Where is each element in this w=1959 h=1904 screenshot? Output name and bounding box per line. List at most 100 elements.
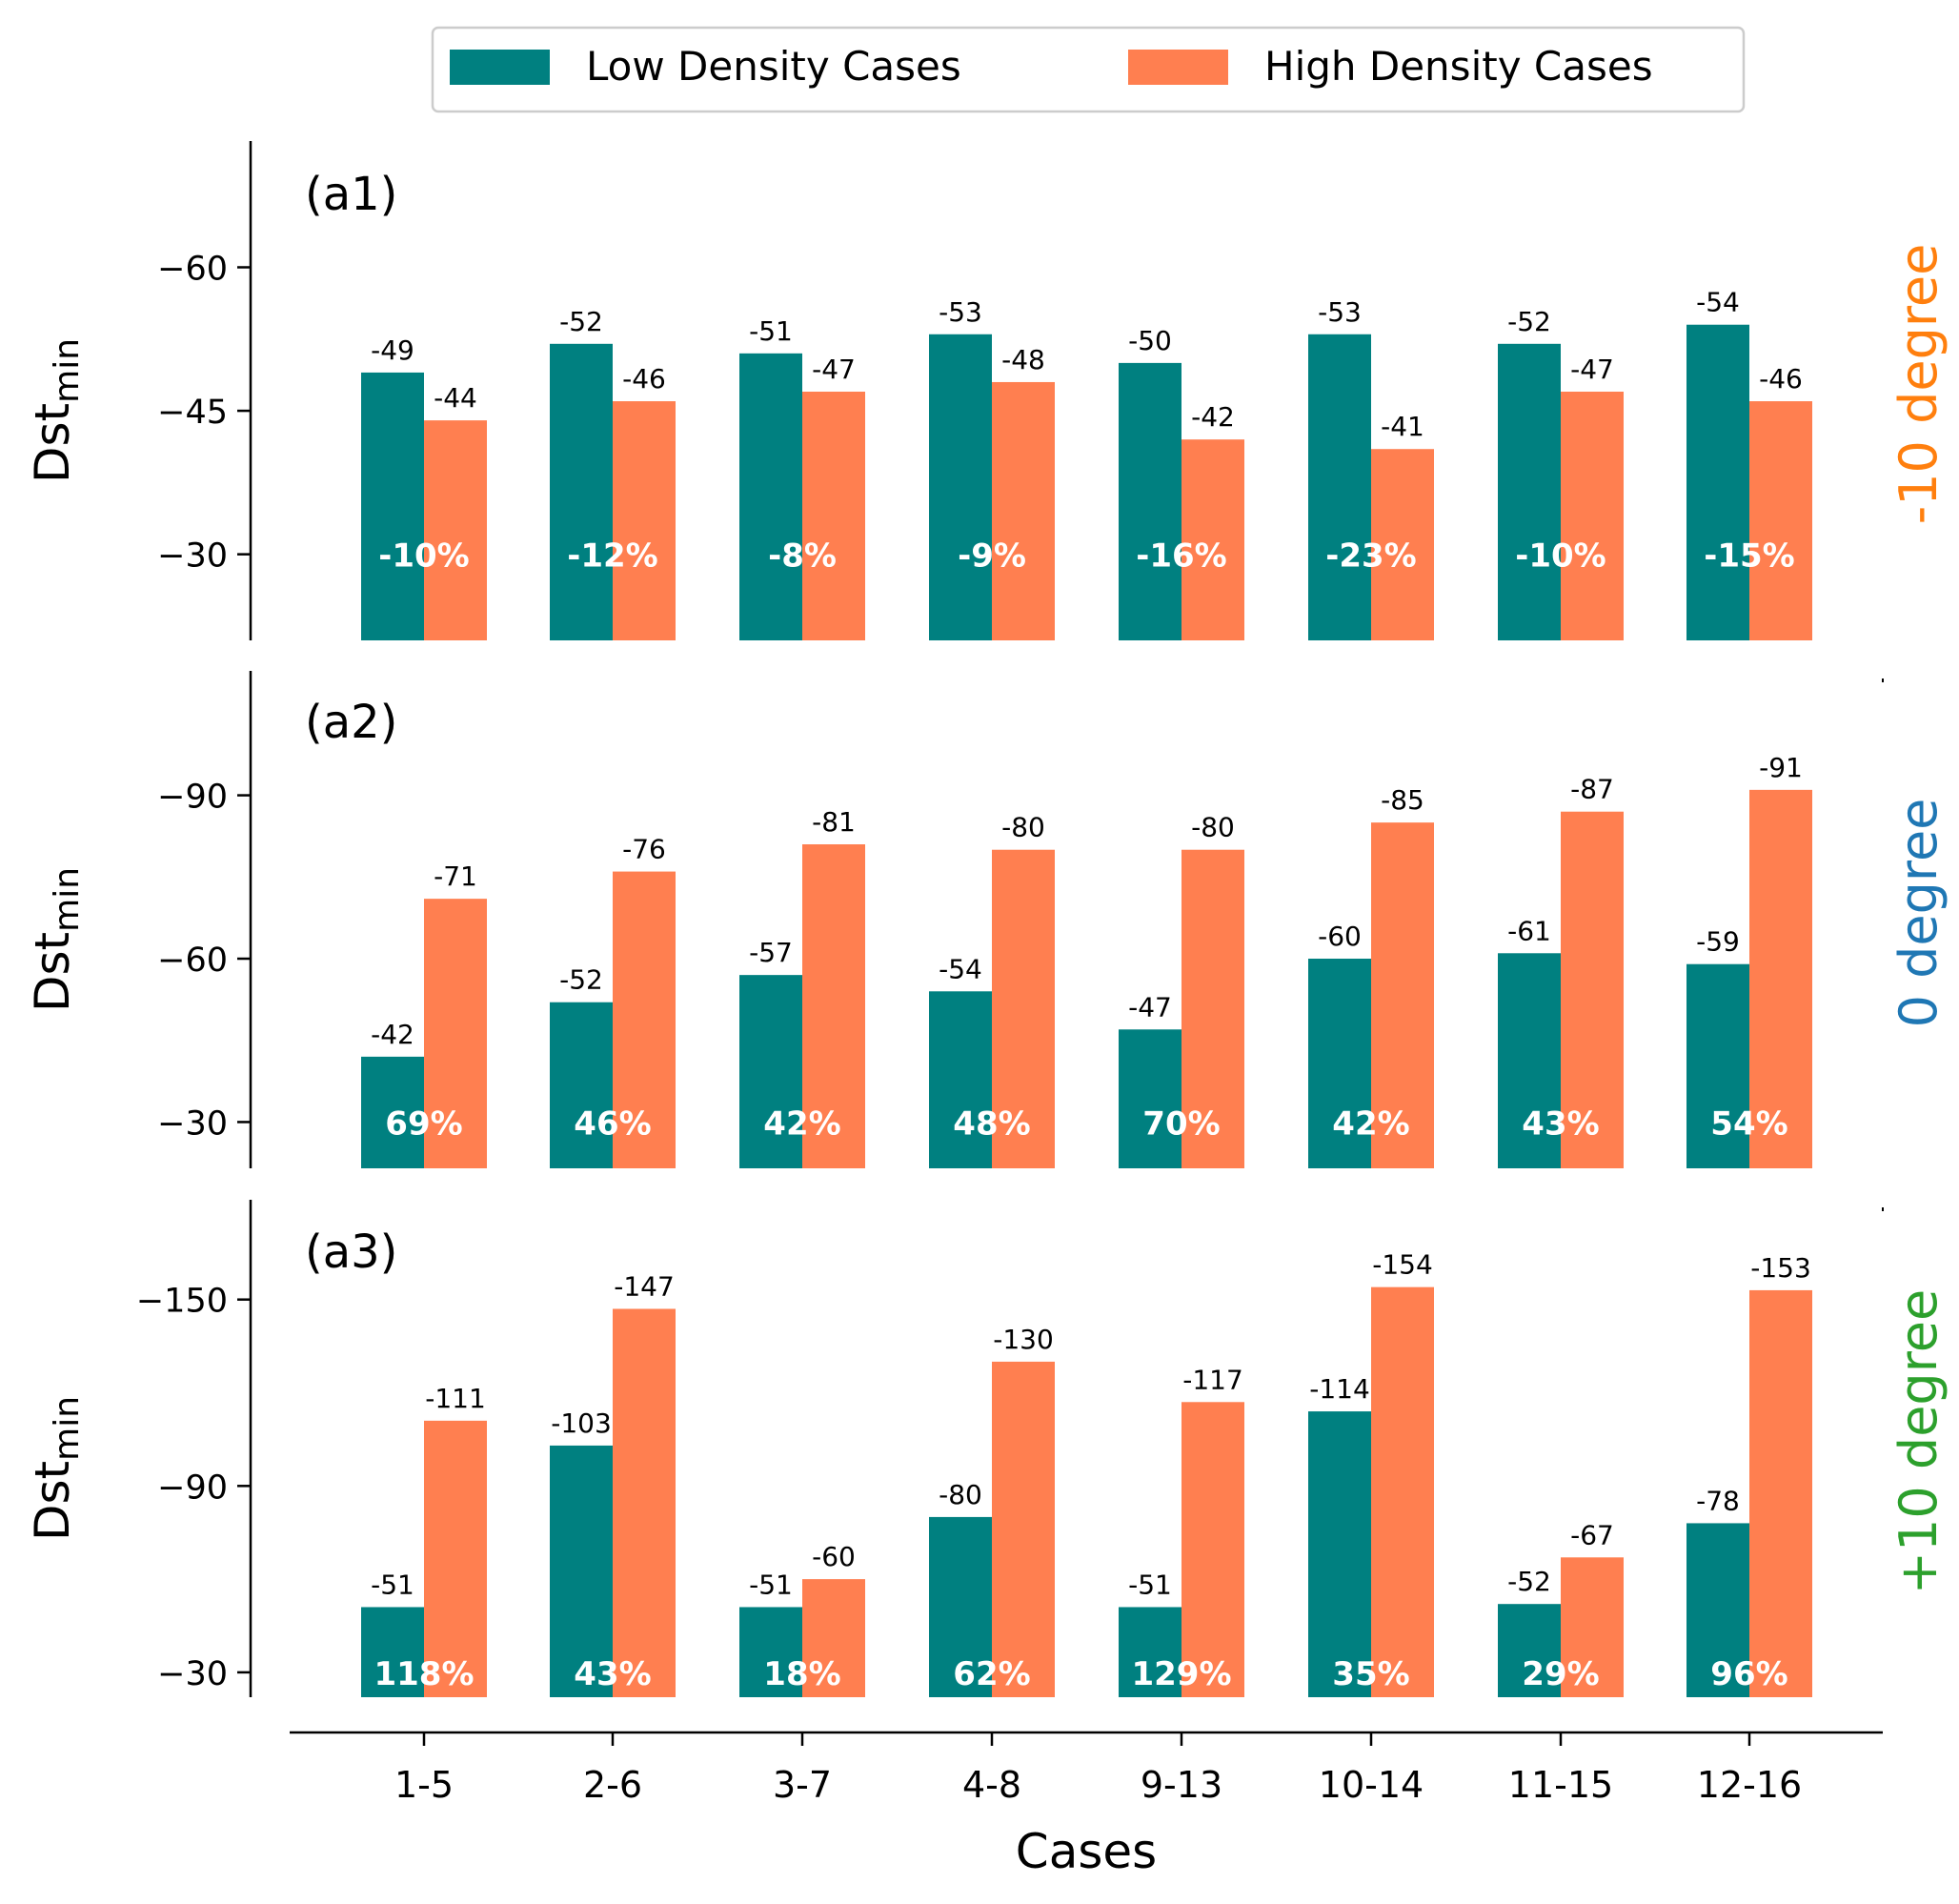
percent-change-label: -16%: [1136, 537, 1227, 576]
data-label-low-density: -42: [371, 1019, 414, 1050]
bar-high-density: [1749, 789, 1812, 1168]
bar-high-density: [1749, 1289, 1812, 1697]
data-label-high-density: -147: [614, 1270, 675, 1302]
y-tick-label: −30: [157, 1104, 228, 1143]
legend-swatch-high-density: [1128, 50, 1228, 85]
data-label-low-density: -114: [1309, 1373, 1370, 1405]
bar-high-density: [1181, 439, 1244, 640]
percent-change-label: 43%: [574, 1655, 651, 1693]
data-label-low-density: -60: [1318, 921, 1362, 952]
percent-change-label: 70%: [1142, 1104, 1220, 1143]
data-label-high-density: -153: [1750, 1252, 1811, 1284]
percent-change-label: -10%: [1515, 537, 1606, 576]
y-tick-label: −150: [136, 1283, 228, 1321]
data-label-low-density: -52: [559, 306, 603, 337]
data-label-low-density: -51: [1128, 1569, 1172, 1600]
percent-change-label: -8%: [768, 537, 837, 576]
bar-low-density: [739, 975, 802, 1168]
bar-high-density: [1561, 811, 1624, 1168]
x-axis: 1-5 2-6 3-7 4-8 9-13 10-14 11-15 12-16 Cases: [290, 1731, 1883, 1879]
side-label: 0 degree: [1888, 799, 1949, 1028]
panel-label: (a3): [305, 1225, 397, 1279]
y-tick-label: −45: [157, 394, 228, 432]
y-tick-label: −60: [157, 942, 228, 980]
data-label-high-density: -117: [1182, 1364, 1243, 1395]
bar-high-density: [1371, 449, 1434, 640]
bar-low-density: [550, 343, 613, 640]
y-tick-label: −90: [157, 1469, 228, 1507]
data-label-low-density: -51: [749, 1569, 793, 1600]
y-axis-label: Dstmin: [25, 338, 87, 483]
bar-high-density: [992, 381, 1055, 640]
percent-change-label: -15%: [1704, 537, 1795, 576]
percent-change-label: -10%: [378, 537, 470, 576]
bar-low-density: [1308, 959, 1371, 1168]
bar-low-density: [1498, 1604, 1561, 1697]
data-label-high-density: -76: [622, 834, 666, 865]
data-label-high-density: -91: [1759, 752, 1803, 783]
percent-change-label: 48%: [953, 1104, 1030, 1143]
x-tick-label: 12-16: [1697, 1764, 1802, 1806]
x-tick-label: 4-8: [962, 1764, 1021, 1806]
y-axis-label-subscript: min: [48, 1396, 87, 1461]
side-label: +10 degree: [1888, 1289, 1949, 1594]
y-tick-label: −30: [157, 1655, 228, 1693]
y-tick-label: −60: [157, 251, 228, 289]
percent-change-label: 46%: [574, 1104, 651, 1143]
panel-2: −90 −60 −30 Dstmin (a2) 0 degree -42 -71 69% -52 -…: [25, 671, 1949, 1168]
percent-change-label: 69%: [385, 1104, 462, 1143]
data-label-high-density: -42: [1191, 401, 1235, 433]
legend-frame: [431, 26, 1746, 113]
bar-high-density: [424, 1420, 487, 1697]
legend: Low Density Cases High Density Cases: [431, 26, 1746, 113]
data-label-low-density: -50: [1128, 325, 1172, 356]
data-label-low-density: -52: [1507, 306, 1551, 337]
bar-low-density: [1308, 334, 1371, 640]
bar-high-density: [1371, 1286, 1434, 1697]
bar-low-density: [929, 334, 992, 640]
bar-high-density: [1181, 1402, 1244, 1697]
x-axis-label: Cases: [1016, 1824, 1157, 1879]
percent-change-label: 29%: [1522, 1655, 1599, 1693]
percent-change-label: -23%: [1325, 537, 1417, 576]
y-axis-label: Dstmin: [25, 1396, 87, 1541]
bar-low-density: [739, 1607, 802, 1697]
bar-high-density: [1749, 401, 1812, 640]
data-label-high-density: -47: [812, 354, 856, 385]
bar-low-density: [1119, 1029, 1181, 1168]
panel-1: −60 −45 −30 Dstmin (a1) -10 degree -49 -44 -10% -…: [25, 141, 1949, 640]
data-label-low-density: -80: [939, 1479, 982, 1510]
data-label-low-density: -103: [551, 1408, 612, 1439]
percent-change-label: 43%: [1522, 1104, 1599, 1143]
data-label-high-density: -67: [1570, 1519, 1614, 1550]
percent-change-label: -12%: [567, 537, 658, 576]
bar-high-density: [424, 420, 487, 640]
bar-low-density: [1686, 1523, 1749, 1697]
data-label-low-density: -54: [939, 953, 982, 984]
data-label-high-density: -81: [812, 806, 856, 838]
bar-high-density: [1561, 392, 1624, 640]
bar-low-density: [739, 353, 802, 640]
legend-swatch-low-density: [450, 50, 550, 85]
bar-high-density: [1181, 849, 1244, 1168]
panel-3: −150 −90 −30 Dstmin (a3) +10 degree -51 -111 118…: [25, 1200, 1949, 1697]
percent-change-label: 96%: [1710, 1655, 1787, 1693]
percent-change-label: -9%: [958, 537, 1026, 576]
bar-high-density: [1561, 1557, 1624, 1697]
legend-label-low-density: Low Density Cases: [586, 43, 961, 90]
bar-high-density: [613, 871, 676, 1168]
data-label-high-density: -80: [1001, 812, 1045, 843]
percent-change-label: 129%: [1131, 1655, 1231, 1693]
bar-low-density: [1686, 963, 1749, 1168]
y-axis-label-main: Dst: [25, 932, 80, 1012]
bar-high-density: [802, 844, 865, 1168]
data-label-high-density: -46: [1759, 363, 1803, 395]
data-label-low-density: -57: [749, 937, 793, 968]
data-label-high-density: -44: [434, 382, 477, 414]
x-tick-group: 1-5 2-6 3-7 4-8 9-13 10-14 11-15 12-16: [394, 1732, 1802, 1806]
y-axis-label-subscript: min: [48, 338, 87, 403]
bar-high-density: [802, 392, 865, 640]
bar-low-density: [929, 991, 992, 1168]
